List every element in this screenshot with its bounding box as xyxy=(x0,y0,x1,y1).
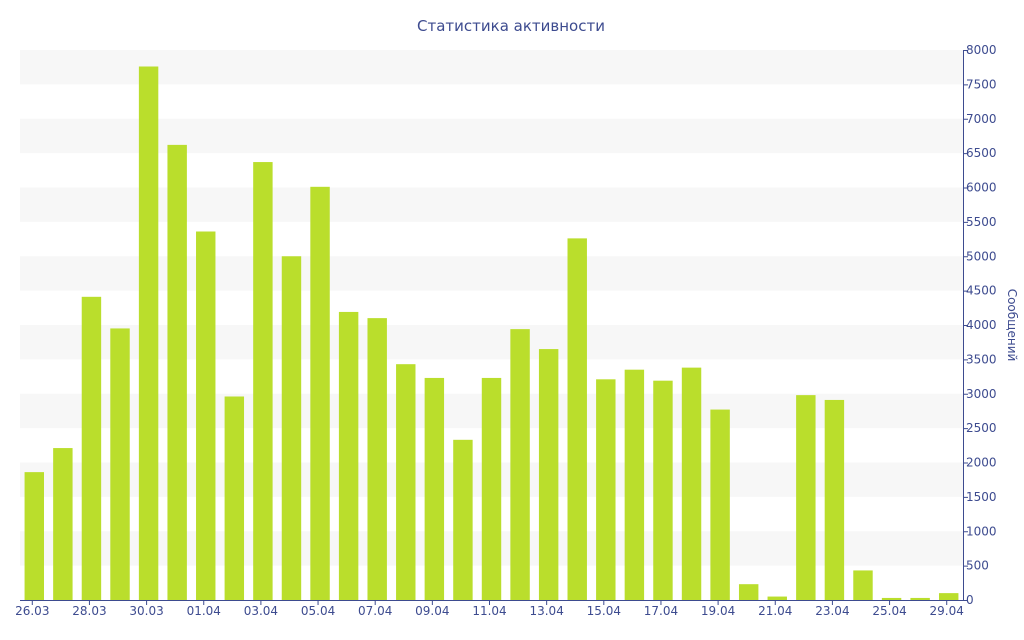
bar-17.04[interactable] xyxy=(653,380,673,600)
x-tick-label: 17.04 xyxy=(644,604,678,618)
x-tick-label: 09.04 xyxy=(415,604,449,618)
y-tick-label: 2500 xyxy=(966,421,997,435)
grid-band xyxy=(20,187,963,222)
y-tick-label: 2000 xyxy=(966,456,997,470)
x-tick-label: 03.04 xyxy=(244,604,278,618)
y-tick-label: 500 xyxy=(966,559,989,573)
x-tick-label: 26.03 xyxy=(15,604,49,618)
bar-25.04[interactable] xyxy=(881,597,902,600)
bar-03.04[interactable] xyxy=(253,162,273,600)
bar-20.04[interactable] xyxy=(738,584,759,600)
grid-band xyxy=(20,325,963,360)
y-tick-label: 1500 xyxy=(966,490,997,504)
bar-28.03[interactable] xyxy=(81,296,102,600)
y-tick-label: 4000 xyxy=(966,318,997,332)
bar-14.04[interactable] xyxy=(567,238,587,600)
bar-31.03[interactable] xyxy=(167,144,187,600)
x-tick-label: 15.04 xyxy=(587,604,621,618)
x-tick-label: 25.04 xyxy=(872,604,906,618)
x-tick-label: 05.04 xyxy=(301,604,335,618)
y-tick-label: 5000 xyxy=(966,249,997,263)
y-tick-label: 4500 xyxy=(966,284,997,298)
bar-27.03[interactable] xyxy=(53,448,73,600)
grid-band xyxy=(20,118,963,154)
bar-04.04[interactable] xyxy=(281,256,302,600)
x-axis-ticks: 26.03 28.03 30.03 01.04 03.04 05.04 07.04 09.04… xyxy=(15,600,964,618)
bar-29.04[interactable] xyxy=(938,593,959,600)
bar-18.04[interactable] xyxy=(681,367,702,600)
bar-01.04[interactable] xyxy=(196,231,216,601)
x-tick-label: 28.03 xyxy=(72,604,106,618)
y-tick-label: 6000 xyxy=(966,181,997,195)
bar-15.04[interactable] xyxy=(596,379,616,600)
bar-19.04[interactable] xyxy=(710,409,730,600)
y-axis-label: Сообщений xyxy=(1005,289,1019,362)
y-tick-label: 6500 xyxy=(966,146,997,160)
x-tick-label: 21.04 xyxy=(758,604,792,618)
bar-10.04[interactable] xyxy=(453,439,473,600)
bar-series xyxy=(24,66,959,601)
bar-11.04[interactable] xyxy=(481,377,502,600)
x-tick-label: 01.04 xyxy=(187,604,221,618)
x-tick-label: 30.03 xyxy=(129,604,163,618)
x-tick-label: 23.04 xyxy=(815,604,849,618)
bar-09.04[interactable] xyxy=(424,377,445,600)
bar-08.04[interactable] xyxy=(396,364,416,600)
bar-05.04[interactable] xyxy=(310,186,330,600)
bar-06.04[interactable] xyxy=(338,311,359,600)
bar-16.04[interactable] xyxy=(624,369,645,600)
y-tick-label: 0 xyxy=(966,593,974,607)
bar-07.04[interactable] xyxy=(367,318,387,600)
x-tick-label: 13.04 xyxy=(529,604,563,618)
bar-22.04[interactable] xyxy=(796,395,816,600)
y-tick-label: 8000 xyxy=(966,43,997,57)
bar-21.04[interactable] xyxy=(767,596,787,600)
grid-band xyxy=(20,256,963,291)
bar-30.03[interactable] xyxy=(138,66,159,601)
y-tick-label: 1000 xyxy=(966,524,997,538)
grid-band xyxy=(20,50,963,85)
y-tick-label: 5500 xyxy=(966,215,997,229)
y-tick-label: 3000 xyxy=(966,387,997,401)
bar-26.04[interactable] xyxy=(910,597,930,600)
bar-02.04[interactable] xyxy=(224,396,245,601)
x-tick-label: 07.04 xyxy=(358,604,392,618)
bar-29.03[interactable] xyxy=(110,328,130,600)
y-tick-label: 7000 xyxy=(966,112,997,126)
y-tick-label: 3500 xyxy=(966,352,997,366)
chart-title: Статистика активности xyxy=(417,17,605,35)
bar-26.03[interactable] xyxy=(24,472,45,600)
x-tick-label: 19.04 xyxy=(701,604,735,618)
bar-13.04[interactable] xyxy=(538,349,559,600)
y-tick-label: 7500 xyxy=(966,77,997,91)
y-axis-ticks: 0 500 1000 1500 2000 2500 3000 3500 4000 4500 5000… xyxy=(963,43,997,607)
bar-12.04[interactable] xyxy=(510,329,530,600)
bar-24.04[interactable] xyxy=(853,570,873,600)
bar-23.04[interactable] xyxy=(824,399,845,600)
x-tick-label: 29.04 xyxy=(930,604,964,618)
x-tick-label: 11.04 xyxy=(472,604,506,618)
